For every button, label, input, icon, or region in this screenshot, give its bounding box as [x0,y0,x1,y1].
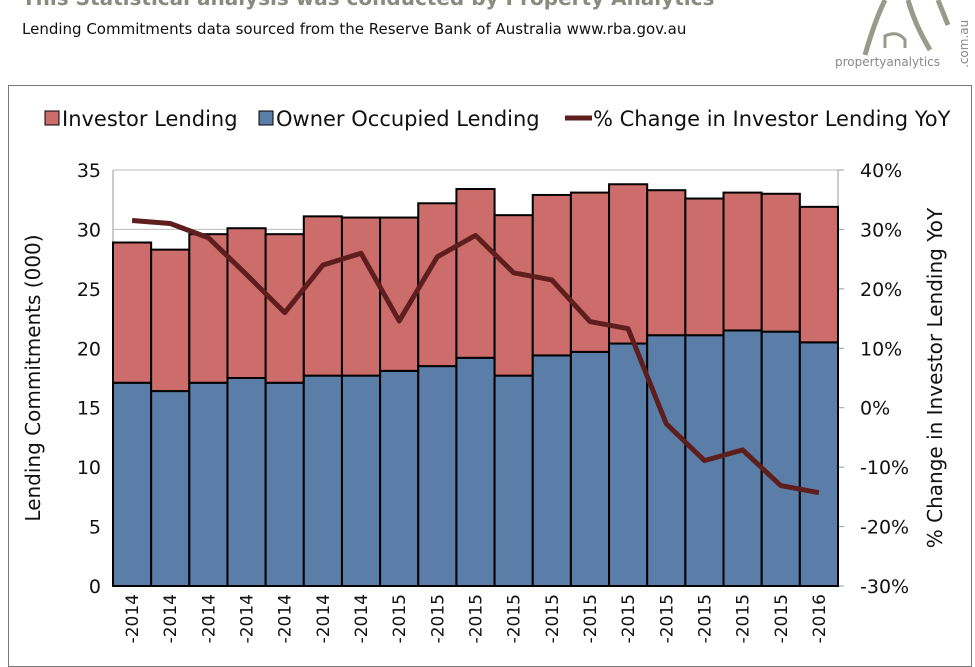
y2-tick-label: -10% [860,457,909,479]
bar-investor [760,192,801,333]
legend-label-yoy: % Change in Investor Lending YoY [593,107,951,131]
bar-owner-occupied [569,350,611,588]
svg-text:.com.au: .com.au [957,20,971,68]
bar-investor [455,188,496,359]
x-tick-label: -2014 [161,594,181,643]
bar-investor [226,227,267,379]
bar-owner-occupied [264,381,305,587]
y-tick-label: 20 [77,338,101,360]
legend-label-owner: Owner Occupied Lending [276,107,540,131]
bar-investor [302,215,343,377]
y2-tick-label: 20% [860,279,902,301]
legend-swatch-investor [44,110,60,126]
bar-owner-occupied [608,342,649,587]
y-tick-label: 10 [77,457,101,479]
chart: 0 5 10 15 20 25 30 35 -30% -20% -10% 0% 10% 20% 30% 40%… [21,107,951,643]
y2-tick-label: 10% [860,338,902,360]
y2-tick-label: -20% [860,517,909,539]
bar-owner-occupied [722,329,763,588]
x-tick-label: -2014 [123,594,143,643]
data-source-note: Lending Commitments data sourced from th… [22,20,687,38]
bar-owner-occupied [417,365,458,587]
x-tick-label: -2015 [734,594,754,643]
x-tick-label: -2014 [314,594,334,643]
bar-owner-occupied [379,369,420,587]
bar-owner-occupied [112,381,153,587]
legend-swatch-owner [258,110,274,126]
x-tick-label: -2015 [505,594,525,643]
legend-label-investor: Investor Lending [62,107,238,131]
bar-owner-occupied [226,377,267,587]
property-analytics-logo: propertyanalytics .com.au [835,0,971,69]
bar-owner-occupied [340,374,382,587]
x-tick-label: -2016 [810,594,830,643]
bar-investor [112,241,153,384]
bar-investor [722,191,763,332]
report-title: This Statistical analysis was conducted … [22,0,714,10]
bar-investor [417,202,458,368]
bar-investor [264,233,305,384]
y-tick-label: 5 [89,517,101,539]
x-tick-label: -2015 [390,594,410,643]
y-axis-title: Lending Commitments (000) [21,234,45,521]
bar-owner-occupied [646,334,687,587]
bar-owner-occupied [188,381,229,587]
bar-investor [569,191,611,353]
y2-axis-title: % Change in Investor Lending YoY [923,207,947,548]
x-tick-label: -2015 [619,594,639,643]
x-tick-label: -2014 [238,594,258,643]
y2-tick-label: 0% [860,398,890,420]
x-tick-label: -2014 [276,594,296,643]
y-tick-label: 35 [77,160,101,182]
bar-owner-occupied [493,374,534,587]
bar-investor [646,189,687,337]
svg-text:propertyanalytics: propertyanalytics [835,55,940,69]
bar-investor [150,248,191,393]
x-tick-label: -2014 [352,594,372,643]
x-tick-label: -2015 [467,594,487,643]
bar-owner-occupied [455,356,496,587]
y-tick-label: 0 [89,576,101,598]
bar-investor [340,216,382,377]
y-tick-label: 15 [77,398,101,420]
bar-investor [798,205,839,344]
y-tick-label: 30 [77,219,101,241]
y2-tick-label: 40% [860,160,902,182]
x-tick-label: -2015 [428,594,448,643]
bar-owner-occupied [798,341,839,588]
y2-tick-label: -30% [860,576,909,598]
bar-owner-occupied [760,330,801,587]
y2-tick-label: 30% [860,219,902,241]
x-tick-label: -2015 [695,594,715,643]
bar-owner-occupied [302,374,343,587]
x-tick-label: -2014 [199,594,219,643]
bar-investor [188,233,229,384]
bar-owner-occupied [531,354,572,587]
bar-owner-occupied [150,390,191,587]
y-tick-label: 25 [77,279,101,301]
x-tick-label: -2015 [772,594,792,643]
yoy-change-line [131,218,820,496]
bar-investor [493,214,534,377]
x-tick-label: -2015 [657,594,677,643]
x-tick-label: -2015 [543,594,563,643]
bar-investor [684,197,725,337]
x-tick-label: -2015 [581,594,601,643]
bar-investor [608,183,649,345]
